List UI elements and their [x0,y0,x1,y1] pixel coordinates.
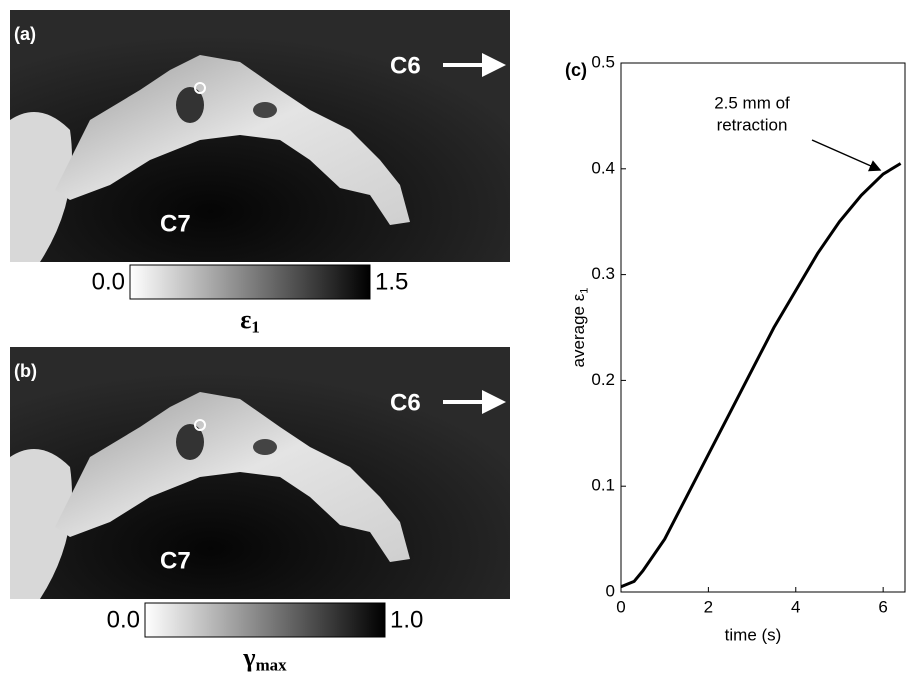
dark-spot [176,87,204,123]
colorbar-title: ε1 [240,305,260,336]
y-axis-label-main: average ε [569,293,588,367]
annotation-arrow [811,139,882,172]
annotation: 2.5 mm of [714,93,790,112]
vertebra-label: C6 [390,52,421,79]
x-tick-label: 2 [704,597,713,616]
y-tick-label: 0 [606,581,615,600]
data-line [620,162,902,589]
dark-spot [253,102,277,118]
vertebra-label: C6 [390,389,421,416]
colorbar [144,602,386,638]
colorbar-title-sub: 1 [251,317,259,336]
y-tick-label: 0.3 [591,264,615,283]
y-tick-label: 0.1 [591,476,615,495]
y-tick-label: 0.2 [591,370,615,389]
dark-spot [176,424,204,460]
colorbar-min: 0.0 [107,606,140,633]
colorbar-title-main: ε [240,305,251,334]
plot-frame [620,62,906,593]
x-tick-label: 0 [616,597,625,616]
colorbar-min: 0.0 [92,268,125,295]
y-tick-label: 0.5 [591,52,615,71]
x-tick-label: 4 [791,597,800,616]
panel-label: (b) [14,361,37,381]
strain-map [55,55,410,225]
marker-ring [194,419,206,431]
colorbar-max: 1.0 [390,606,423,633]
colorbar-title: γmax [242,643,287,674]
bone-shape [10,112,72,262]
colorbar-title-sub: max [256,655,288,674]
dark-spot [253,439,277,455]
vertebra-label: C7 [160,547,191,574]
y-axis-label-sub: 1 [578,288,590,294]
colorbar [129,264,371,300]
colorbar-title-main: γ [242,643,255,672]
panel-label: (c) [565,60,587,80]
vertebra-label: C7 [160,210,191,237]
x-tick-label: 6 [878,597,887,616]
bone-shape [10,449,72,599]
marker-ring [194,82,206,94]
panel-label: (a) [14,24,36,44]
x-axis-label: time (s) [725,625,782,644]
annotation: retraction [717,115,788,134]
y-axis-label: average ε1 [569,288,590,368]
colorbar-max: 1.5 [375,268,408,295]
strain-map [55,392,410,562]
y-tick-label: 0.4 [591,158,615,177]
